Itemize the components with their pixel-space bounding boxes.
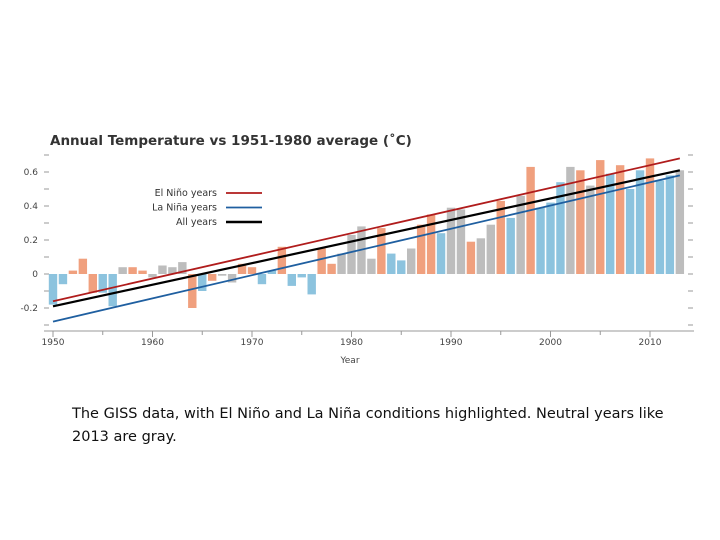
bar-1994 [486, 224, 495, 274]
bar-1956 [108, 274, 117, 307]
legend-label: All years [176, 217, 217, 228]
x-tick-label: 1990 [440, 338, 463, 348]
bar-1952 [68, 270, 78, 274]
bar-1951 [58, 274, 68, 285]
bar-1953 [78, 258, 88, 274]
bar-2003 [576, 170, 585, 274]
bar-1989 [436, 233, 446, 274]
bar-1980 [347, 234, 356, 274]
bar-2000 [546, 202, 555, 274]
x-tick-label: 1960 [141, 338, 164, 348]
bar-2005 [596, 160, 605, 274]
bar-1977 [317, 248, 326, 274]
x-tick-label: 1950 [42, 338, 65, 348]
trendline-all [52, 169, 681, 308]
bar-1955 [98, 274, 107, 293]
bar-2001 [556, 182, 565, 274]
bar-1976 [307, 274, 316, 295]
temperature-chart: Annual Temperature vs 1951-1980 average … [20, 132, 694, 366]
trendline-la-nina [52, 174, 681, 323]
bar-2007 [615, 165, 625, 274]
bar-1963 [178, 262, 187, 274]
bar-2011 [655, 180, 665, 274]
bar-1972 [267, 270, 277, 274]
bar-2009 [635, 170, 645, 274]
figure-caption: The GISS data, with El Niño and La Niña … [72, 406, 664, 445]
bar-1957 [118, 267, 127, 274]
bar-1978 [327, 263, 336, 274]
y-tick-label: 0.4 [24, 202, 39, 212]
y-tick-label: -0.2 [20, 304, 38, 314]
bar-1975 [297, 274, 306, 278]
x-axis-label: Year [339, 356, 359, 366]
bar-1997 [516, 195, 525, 274]
bar-1995 [496, 200, 505, 274]
bar-1961 [158, 265, 167, 274]
bar-1998 [526, 166, 535, 274]
bar-1966 [208, 274, 217, 281]
chart-title: Annual Temperature vs 1951-1980 average … [50, 132, 412, 149]
bar-1983 [377, 228, 386, 274]
legend-label: La Niña years [152, 203, 217, 214]
bar-1979 [337, 253, 346, 274]
bar-1990 [446, 207, 456, 274]
bar-1985 [397, 260, 406, 274]
x-tick-label: 2000 [539, 338, 562, 348]
bar-1965 [198, 274, 207, 291]
bar-1950 [48, 274, 58, 305]
bar-2012 [665, 175, 675, 274]
x-tick-label: 2010 [639, 338, 662, 348]
bar-1971 [257, 274, 267, 285]
bar-1996 [506, 217, 515, 274]
x-tick-label: 1970 [241, 338, 264, 348]
y-tick-label: 0.2 [24, 236, 38, 246]
bar-1986 [407, 248, 416, 274]
bar-1999 [536, 207, 545, 274]
bar-1974 [287, 274, 296, 286]
bar-1970 [247, 267, 257, 274]
bar-2004 [586, 185, 595, 274]
bar-1973 [277, 246, 287, 274]
bar-1962 [168, 267, 177, 274]
bar-2008 [625, 189, 635, 274]
bar-2010 [645, 158, 655, 274]
bar-1982 [367, 258, 376, 274]
bar-2013 [675, 170, 685, 274]
bar-1958 [128, 267, 137, 274]
legend-label: El Niño years [155, 188, 217, 199]
bar-1959 [138, 270, 147, 274]
bar-1964 [188, 274, 197, 308]
bar-1969 [237, 263, 247, 274]
bar-1967 [217, 274, 227, 276]
bar-1954 [88, 274, 97, 293]
bar-1988 [426, 214, 436, 274]
bar-1991 [456, 209, 466, 274]
bar-1960 [148, 274, 157, 278]
bar-2006 [606, 173, 615, 274]
x-tick-label: 1980 [340, 338, 363, 348]
bar-1993 [476, 238, 486, 274]
bar-1984 [387, 253, 396, 274]
y-tick-label: 0 [32, 270, 38, 280]
trendline-el-nino [52, 157, 681, 303]
bar-1968 [227, 274, 237, 283]
bar-1987 [416, 224, 426, 274]
bar-2002 [566, 166, 575, 274]
y-tick-label: 0.6 [24, 168, 39, 178]
bar-1992 [466, 241, 476, 274]
